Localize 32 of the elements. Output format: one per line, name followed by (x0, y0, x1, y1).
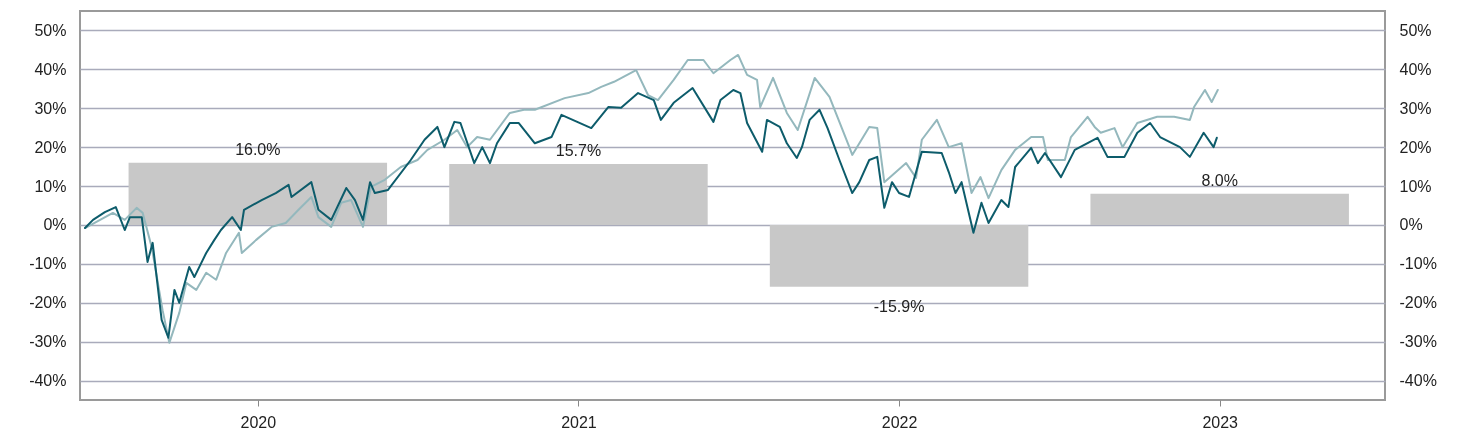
y2-tick-label: -30% (1399, 333, 1437, 351)
y2-tick-label: -20% (1399, 294, 1437, 312)
y2-tick-label: 20% (1399, 138, 1432, 156)
y-tick-label: -40% (29, 372, 67, 390)
y2-tick-label: 30% (1399, 99, 1432, 117)
y-tick-label: -10% (29, 255, 67, 273)
y-tick-label: 10% (34, 177, 67, 195)
y2-tick-label: 0% (1399, 216, 1423, 234)
bar (1090, 193, 1349, 225)
x-tick-label: 2020 (240, 413, 277, 431)
x-tick-label: 2021 (561, 413, 597, 431)
x-tick-label: 2022 (881, 413, 918, 431)
y-tick-label: 30% (34, 99, 67, 117)
bar (449, 163, 708, 225)
y-tick-label: -20% (29, 294, 67, 312)
data-label: -15.9% (873, 297, 925, 315)
y-tick-label: 20% (34, 138, 67, 156)
y-tick-label: 40% (34, 60, 67, 78)
y2-tick-label: -10% (1399, 255, 1437, 273)
bar (769, 224, 1029, 287)
data-label: 8.0% (1201, 171, 1238, 189)
y-tick-label: -30% (29, 333, 67, 351)
data-label: 16.0% (235, 140, 281, 158)
y2-tick-label: 50% (1399, 21, 1432, 39)
data-label: 15.7% (555, 141, 602, 159)
y2-tick-label: -40% (1399, 372, 1437, 390)
y2-tick-label: 10% (1399, 177, 1432, 195)
x-tick-label: 2023 (1202, 413, 1239, 431)
bar (128, 162, 388, 225)
y-tick-label: 50% (34, 21, 67, 39)
y2-tick-label: 40% (1399, 60, 1432, 78)
y-tick-label: 0% (43, 216, 67, 234)
